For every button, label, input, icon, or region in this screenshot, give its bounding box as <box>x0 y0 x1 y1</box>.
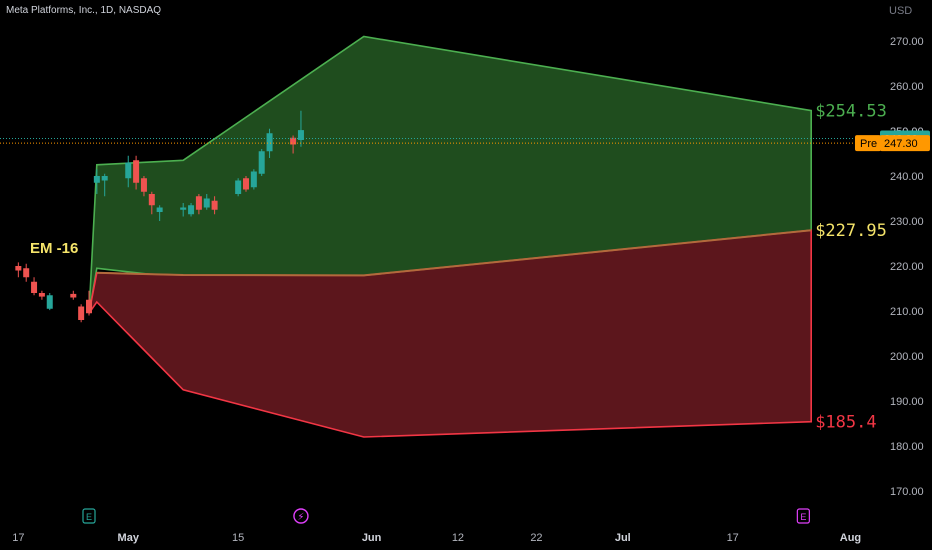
candle <box>243 176 249 192</box>
candle <box>38 290 45 300</box>
y-tick-label: 190.00 <box>890 396 924 408</box>
candle <box>101 173 108 197</box>
x-tick-label: 15 <box>232 532 244 544</box>
x-tick-label: Aug <box>840 532 861 544</box>
x-tick-label: 22 <box>530 532 542 544</box>
pre-price-label: 247.30 <box>884 138 918 150</box>
price-axis[interactable]: 170.00 180.00 190.00 200.00 210.00 220.00 230.… <box>855 36 930 498</box>
y-tick-label: 260.00 <box>890 81 924 93</box>
y-tick-label: 270.00 <box>890 36 924 48</box>
symbol-title: Meta Platforms, Inc., 1D, NASDAQ <box>6 5 162 16</box>
candle <box>31 277 38 296</box>
candle <box>297 110 304 147</box>
candle <box>180 203 187 217</box>
x-tick-label: 12 <box>452 532 464 544</box>
mid-line <box>96 229 812 277</box>
earnings-event-icon[interactable]: E <box>796 508 810 524</box>
candle <box>235 178 242 197</box>
svg-text:⚡: ⚡ <box>297 512 304 523</box>
target-label: $254.53 <box>815 102 887 122</box>
x-tick-label: May <box>118 532 140 544</box>
candle <box>148 191 155 215</box>
candle <box>133 155 140 190</box>
candle <box>203 194 210 210</box>
candle <box>23 263 30 282</box>
candle <box>70 290 77 300</box>
time-axis[interactable]: 17 May 15 Jun 12 22 Jul 17 Aug <box>12 532 861 544</box>
candle <box>93 169 100 194</box>
dividend-event-icon[interactable]: ⚡ <box>293 508 309 524</box>
pre-tag-badge <box>855 135 881 152</box>
candle <box>266 128 273 158</box>
y-tick-label: 230.00 <box>890 216 924 228</box>
y-tick-label: 240.00 <box>890 171 924 183</box>
pre-tag-label: Pre <box>860 138 877 150</box>
target-label: $227.95 <box>815 221 887 241</box>
candle <box>195 194 202 215</box>
svg-text:E: E <box>86 512 92 522</box>
candle <box>15 262 22 278</box>
candle <box>211 196 218 215</box>
target-label: $185.4 <box>815 413 876 433</box>
candle <box>290 135 297 154</box>
candle <box>46 293 53 311</box>
x-tick-label: 17 <box>12 532 24 544</box>
candle <box>125 155 132 188</box>
event-markers: E ⚡ E <box>82 508 810 524</box>
y-tick-label: 210.00 <box>890 306 924 318</box>
y-tick-label: 180.00 <box>890 441 924 453</box>
candle <box>140 176 147 197</box>
candles <box>15 110 304 323</box>
candle <box>250 169 257 190</box>
candle <box>86 290 92 316</box>
y-tick-label: 220.00 <box>890 261 924 273</box>
y-tick-label: 170.00 <box>890 486 924 498</box>
x-tick-label: Jul <box>615 532 631 544</box>
currency-label: USD <box>889 5 913 17</box>
candle <box>188 203 195 217</box>
svg-text:E: E <box>800 512 806 522</box>
x-tick-label: 17 <box>727 532 739 544</box>
earnings-event-icon[interactable]: E <box>82 508 96 524</box>
candle <box>156 205 163 221</box>
x-tick-label: Jun <box>362 532 382 544</box>
target-labels: $254.53 $227.95 $185.4 EM -16 <box>30 102 887 433</box>
pre-price-badge <box>880 135 930 152</box>
candle <box>78 304 85 323</box>
expected-move-zones <box>88 35 813 438</box>
candle <box>258 149 265 176</box>
em-annotation: EM -16 <box>30 240 78 257</box>
y-tick-label: 200.00 <box>890 351 924 363</box>
